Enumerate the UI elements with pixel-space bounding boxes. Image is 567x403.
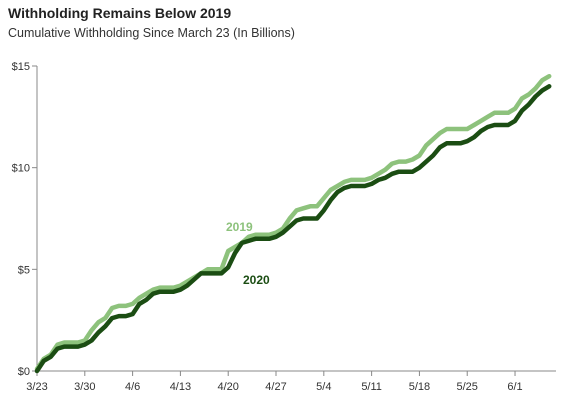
x-tick-label: 5/11: [361, 381, 382, 393]
labels-group: 2019 2020: [226, 220, 270, 287]
series-group: [34, 73, 552, 374]
x-tick-label: 4/6: [125, 381, 140, 393]
axes: $0 $5 $10 $15 3/23 3/30 4/6 4/13 4/20 4/27 5/4 5/11…: [12, 61, 556, 393]
x-tick-label: 3/23: [26, 381, 47, 393]
chart-subtitle: Cumulative Withholding Since March 23 (I…: [8, 26, 295, 40]
chart-title: Withholding Remains Below 2019: [8, 5, 232, 21]
series-line-2020: [34, 84, 552, 374]
x-tick-label: 4/27: [265, 381, 286, 393]
x-tick-label: 5/25: [457, 381, 478, 393]
x-tick-label: 6/1: [507, 381, 522, 393]
x-tick-label: 5/18: [409, 381, 430, 393]
x-tick-label: 4/13: [170, 381, 191, 393]
series-label-2020: 2020: [243, 273, 270, 287]
y-tick-label: $0: [18, 366, 30, 378]
series-line-2019: [34, 73, 552, 372]
y-tick-label: $15: [12, 61, 30, 73]
x-tick-label: 3/30: [74, 381, 95, 393]
x-tick-label: 4/20: [217, 381, 238, 393]
series-label-2019: 2019: [226, 220, 253, 234]
y-tick-label: $5: [18, 264, 30, 276]
x-tick-label: 5/4: [316, 381, 331, 393]
y-tick-label: $10: [12, 163, 30, 175]
